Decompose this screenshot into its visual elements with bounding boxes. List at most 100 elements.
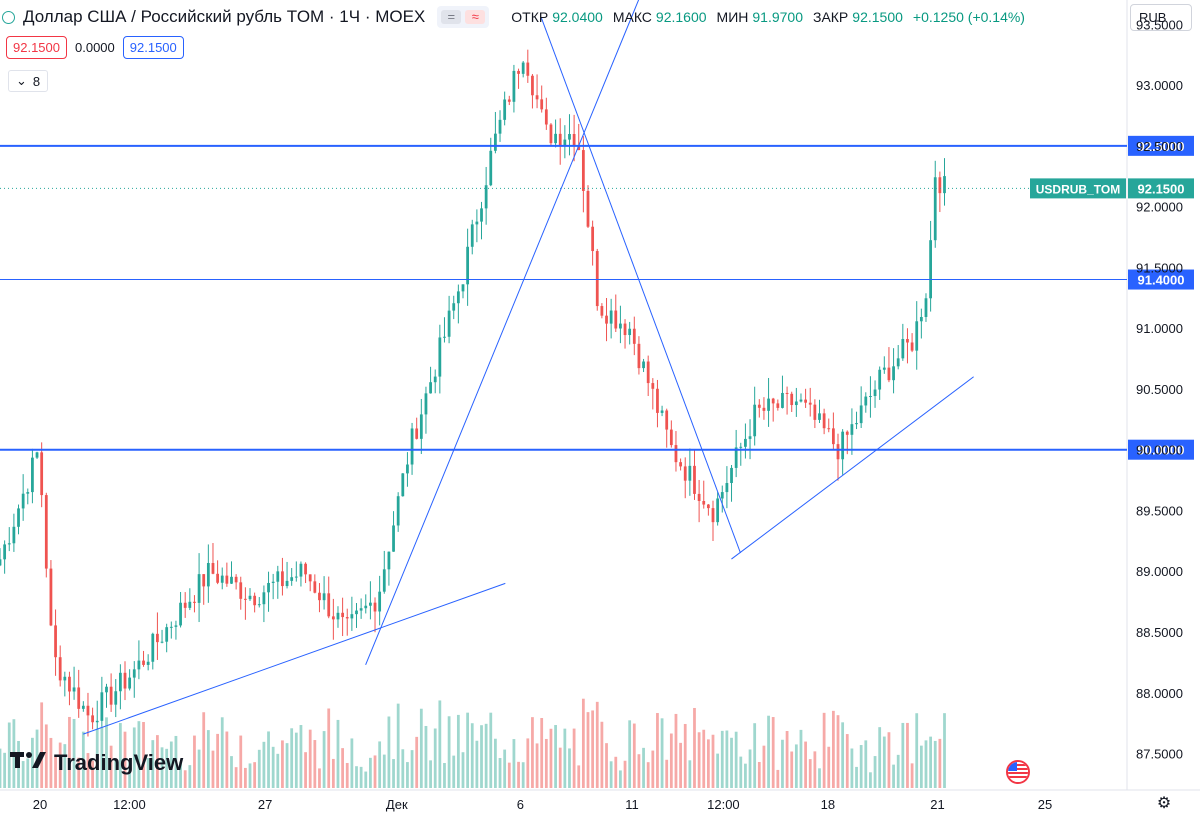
volume-bar [68,716,71,788]
usd-flag-icon[interactable] [1006,760,1030,784]
volume-bar [225,731,229,788]
volume-bar [77,757,81,788]
indicators-toggle[interactable]: ⌄ 8 [8,70,49,92]
candle-body [739,446,743,448]
candle-body [563,139,567,146]
candle-body [554,133,557,144]
y-tick-label: 93.5000 [1136,17,1183,32]
volume-bar [757,761,761,788]
candle-body [517,70,520,74]
candle-body [512,70,516,102]
volume-bar [118,723,122,788]
volume-bar [355,766,358,788]
volume-bar [702,729,706,788]
candle-body [489,150,493,186]
candle-body [938,177,942,194]
volume-bar [716,753,720,788]
candle-body [609,310,613,324]
candle-body [81,705,85,709]
volume-bar [591,710,595,788]
candle-body [72,687,76,692]
volume-bar [855,766,858,788]
candle-body [558,133,562,146]
sell-button[interactable]: 92.1500 [6,36,67,59]
volume-bar [378,741,382,788]
candle-body [651,383,655,389]
volume-bar [447,716,451,788]
level-price-tag [1128,135,1194,156]
candle-body [720,492,724,499]
currency-selector[interactable]: RUB [1130,4,1192,31]
candle-body [924,298,928,317]
candle-body [901,338,905,359]
candle-body [220,575,224,583]
candle-body [619,323,622,329]
volume-bar [392,759,395,788]
candle-body [118,672,122,692]
candle-body [521,62,525,74]
candle-body [193,601,196,603]
volume-bar [827,746,831,788]
candle-body [549,124,553,144]
volume-bar [456,714,460,788]
tradingview-logo[interactable]: TradingView [10,750,183,776]
chevron-down-icon: ⌄ [16,73,27,88]
candle-body [808,402,812,405]
hide-icon[interactable]: = [441,10,462,24]
candle-body [744,438,747,447]
volume-bar [132,727,136,788]
volume-bar [193,735,196,788]
y-tick-label: 91.5000 [1136,260,1183,275]
last-price-label: 92.1500 [1138,181,1185,196]
x-tick-label: 18 [821,797,835,812]
volume-bar [586,712,590,788]
candle-body [632,328,636,344]
candle-body [702,501,706,505]
volume-bar [424,725,428,788]
volume-bar [137,721,141,788]
symbol-title[interactable]: Доллар США / Российский рубль TOM · 1Ч ·… [23,7,426,26]
candle-body [179,602,182,626]
candle-body [35,452,39,458]
volume-bar [619,770,622,788]
candle-body [378,591,382,612]
candle-body [767,398,770,411]
volume-bar [128,759,132,788]
candle-body [7,543,11,545]
volume-bar [415,736,419,788]
volume-bar [438,700,442,788]
x-tick-label: Дек [386,797,408,812]
volume-bar [730,737,733,788]
volume-bar [369,757,372,788]
volume-bar [396,703,400,788]
y-tick-label: 88.0000 [1136,686,1183,701]
volume-bar [679,742,682,788]
candle-body [415,428,419,439]
x-tick-label: 12:00 [113,797,146,812]
buy-button[interactable]: 92.1500 [122,36,184,59]
volume-bar [535,743,539,788]
candle-body [869,396,872,398]
gear-icon[interactable]: ⚙ [1156,795,1172,812]
volume-bar [95,728,99,788]
volume-bar [544,738,548,788]
volume-bar [859,745,863,788]
volume-bar [470,723,474,788]
volume-bar [202,712,206,788]
compare-icon[interactable]: ≈ [465,10,486,24]
candle-body [12,526,16,544]
x-tick-label: 21 [930,797,944,812]
volume-bar [744,763,747,788]
candle-body [95,720,99,723]
volume-bar [808,759,812,788]
candle-body [355,610,358,615]
volume-bar [818,768,821,788]
volume-bar [281,740,284,788]
volume-bar [58,742,62,788]
candle-body [322,593,326,601]
candle-body [160,641,164,643]
candle-body [910,342,914,351]
compare-toggle[interactable]: = ≈ [437,6,490,28]
candle-body [63,676,67,681]
